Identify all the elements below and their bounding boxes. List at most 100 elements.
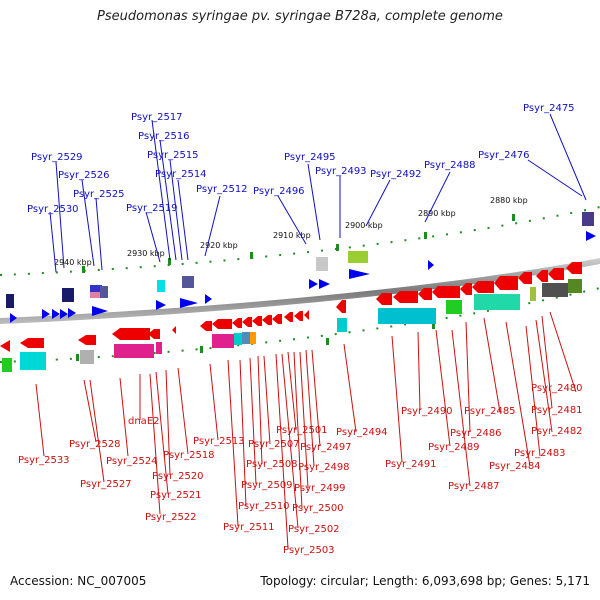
gene-box (337, 318, 347, 332)
gene-box (100, 286, 108, 298)
gene-box (474, 294, 520, 310)
forward-gene (92, 306, 108, 316)
gene-label: Psyr_2507 (248, 439, 300, 450)
tick-label: 2930 kbp (127, 249, 165, 258)
gene-box (20, 352, 46, 370)
gene-label: Psyr_2529 (31, 152, 83, 163)
gene-label: Psyr_2525 (73, 189, 125, 200)
gene-label: Psyr_2486 (450, 428, 502, 439)
reverse-gene (460, 283, 472, 295)
gene-label: Psyr_2483 (514, 448, 566, 459)
tick-labels: 2880 kbp 2890 kbp 2900 kbp 2910 kbp 2920… (54, 196, 528, 267)
gene-label: Psyr_2530 (27, 204, 79, 215)
forward-gene (42, 309, 50, 319)
tick-label: 2920 kbp (200, 241, 238, 250)
gene-box (114, 344, 154, 358)
gene-label: Psyr_2498 (298, 462, 350, 473)
reverse-gene (418, 288, 432, 300)
major-tick (200, 346, 203, 353)
gene-label: Psyr_2513 (193, 436, 245, 447)
reverse-genes (0, 262, 582, 372)
gene-label: Psyr_2500 (292, 503, 344, 514)
tick-label: 2940 kbp (54, 258, 92, 267)
gene-label: Psyr_2511 (223, 522, 275, 533)
gene-label: Psyr_2502 (288, 524, 340, 535)
forward-gene (319, 279, 330, 289)
gene-box (62, 288, 74, 302)
gene-label: Psyr_2501 (276, 425, 328, 436)
gene-label: Psyr_2476 (478, 150, 530, 161)
gene-box (530, 287, 536, 301)
gene-label: Psyr_2492 (370, 169, 422, 180)
tick-label: 2880 kbp (490, 196, 528, 205)
gene-label: Psyr_2482 (531, 426, 583, 437)
tick-label: 2900 kbp (345, 221, 383, 230)
forward-gene (180, 298, 198, 308)
gene-label: Psyr_2519 (126, 203, 178, 214)
gene-label: Psyr_2494 (336, 427, 388, 438)
topology-text: Topology: circular; Length: 6,093,698 bp… (260, 574, 590, 588)
reverse-gene (518, 272, 532, 284)
gene-box (568, 279, 582, 293)
major-tick (250, 252, 253, 259)
gene-label: Psyr_2488 (424, 160, 476, 171)
gene-label: Psyr_2481 (531, 405, 583, 416)
forward-gene (586, 231, 596, 241)
major-tick (424, 232, 427, 239)
gene-label: Psyr_2499 (294, 483, 346, 494)
reverse-gene (200, 321, 212, 331)
major-tick (432, 322, 435, 329)
gene-label: Psyr_2508 (246, 459, 298, 470)
major-ticks (76, 214, 515, 361)
gene-label: Psyr_2522 (145, 512, 197, 523)
gene-label: Psyr_2524 (106, 456, 158, 467)
major-tick (336, 244, 339, 251)
reverse-gene (0, 340, 10, 352)
major-tick (326, 338, 329, 345)
reverse-gene (232, 318, 242, 328)
gene-box (250, 332, 256, 344)
gene-label: Psyr_2509 (241, 480, 293, 491)
forward-gene (10, 313, 17, 323)
gene-box (378, 308, 436, 324)
gene-label: Psyr_2475 (523, 103, 575, 114)
tick-label: 2910 kbp (273, 231, 311, 240)
reverse-gene (212, 319, 232, 329)
gene-label: Psyr_2533 (18, 455, 70, 466)
forward-gene (205, 294, 212, 304)
forward-gene (60, 309, 68, 319)
gene-label: Psyr_2516 (138, 131, 190, 142)
reverse-labels: Psyr_2480 Psyr_2481 Psyr_2482 Psyr_2483 … (18, 383, 583, 556)
reverse-gene (242, 317, 252, 327)
reverse-gene (148, 329, 160, 339)
gene-label: Psyr_2491 (385, 459, 437, 470)
gene-label: Psyr_2512 (196, 184, 248, 195)
gene-label: Psyr_2490 (401, 406, 453, 417)
gene-label: Psyr_2487 (448, 481, 500, 492)
gene-label: Psyr_2526 (58, 170, 110, 181)
forward-gene (428, 260, 434, 270)
gene-box (182, 276, 194, 288)
gene-label: Psyr_2496 (253, 186, 305, 197)
major-tick (168, 258, 171, 265)
gene-label: Psyr_2518 (163, 450, 215, 461)
reverse-gene (272, 314, 282, 324)
major-tick (76, 354, 79, 361)
reverse-gene (262, 315, 272, 325)
forward-leaders (49, 113, 587, 273)
gene-label: Psyr_2520 (152, 471, 204, 482)
gene-label: Psyr_2495 (284, 152, 336, 163)
gene-label: Psyr_2510 (238, 501, 290, 512)
reverse-leaders (35, 311, 577, 549)
gene-label: Psyr_2515 (147, 150, 199, 161)
forward-gene (349, 269, 370, 279)
tick-label: 2890 kbp (418, 209, 456, 218)
gene-box (212, 334, 234, 348)
gene-box (90, 292, 102, 298)
forward-gene (156, 300, 166, 310)
reverse-gene (304, 310, 309, 320)
gene-box (234, 333, 242, 345)
reverse-gene (172, 326, 176, 334)
gene-label: Psyr_2503 (283, 545, 335, 556)
